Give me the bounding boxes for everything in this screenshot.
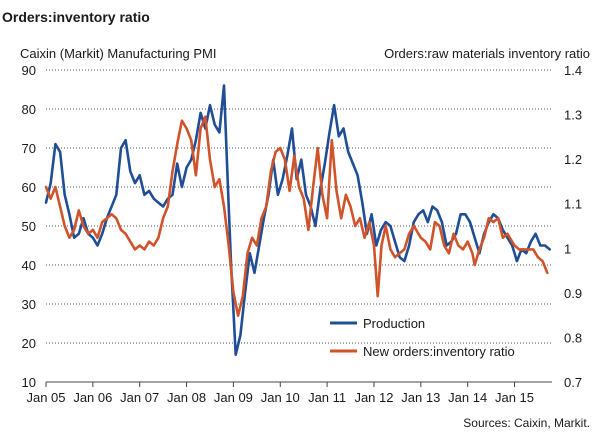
right-tick-label: 1.2 — [564, 152, 582, 167]
source-note: Sources: Caixin, Markit. — [463, 416, 590, 430]
left-tick-label: 40 — [22, 258, 36, 273]
x-axis: Jan 05 Jan 06 Jan 07 Jan 08 Jan 09 Jan 10 Jan … — [26, 381, 552, 405]
left-tick-label: 50 — [22, 219, 36, 234]
right-axis-label: Orders:raw materials inventory ratio — [384, 46, 590, 61]
x-tick-label: Jan 06 — [73, 390, 112, 405]
left-tick-label: 90 — [22, 63, 36, 78]
x-tick-label: Jan 12 — [354, 390, 393, 405]
right-tick-label: 1.4 — [564, 63, 582, 78]
left-tick-label: 60 — [22, 180, 36, 195]
x-tick-label: Jan 08 — [167, 390, 206, 405]
series-lines — [44, 84, 552, 357]
x-tick-label: Jan 15 — [495, 390, 534, 405]
right-tick-label: 0.9 — [564, 286, 582, 301]
left-tick-label: 70 — [22, 141, 36, 156]
right-tick-label: 1.3 — [564, 108, 582, 123]
x-tick-label: Jan 05 — [26, 390, 65, 405]
x-tick-label: Jan 13 — [401, 390, 440, 405]
x-tick-label: Jan 07 — [120, 390, 159, 405]
series-line-production — [44, 84, 552, 357]
legend: Production New orders:inventory ratio — [330, 316, 515, 359]
legend-label-orders-ratio: New orders:inventory ratio — [363, 344, 515, 359]
x-tick-label: Jan 10 — [261, 390, 300, 405]
left-axis-ticks: 90 80 70 60 50 40 30 20 10 — [22, 63, 36, 390]
chart-title: Orders:inventory ratio — [2, 9, 150, 25]
right-axis-ticks: 1.4 1.3 1.2 1.1 1 0.9 0.8 0.7 — [564, 63, 582, 390]
right-tick-label: 0.7 — [564, 375, 582, 390]
x-tick-label: Jan 14 — [448, 390, 487, 405]
x-tick-label: Jan 11 — [308, 390, 346, 405]
left-tick-label: 10 — [22, 375, 36, 390]
right-tick-label: 1.1 — [564, 197, 582, 212]
series-line-orders-ratio — [44, 115, 549, 318]
left-tick-label: 30 — [22, 297, 36, 312]
right-tick-label: 0.8 — [564, 330, 582, 345]
legend-label-production: Production — [363, 316, 425, 331]
grid — [46, 69, 552, 344]
left-tick-label: 80 — [22, 102, 36, 117]
right-tick-label: 1 — [564, 241, 571, 256]
left-tick-label: 20 — [22, 336, 36, 351]
x-tick-label: Jan 09 — [214, 390, 253, 405]
left-axis-label: Caixin (Markit) Manufacturing PMI — [20, 46, 217, 61]
